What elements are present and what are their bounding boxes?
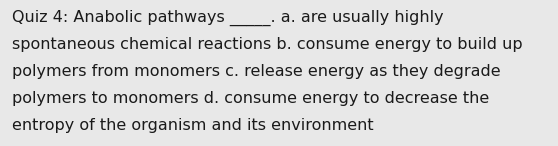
Text: entropy of the organism and its environment: entropy of the organism and its environm…	[12, 118, 374, 133]
Text: spontaneous chemical reactions b. consume energy to build up: spontaneous chemical reactions b. consum…	[12, 37, 523, 52]
Text: polymers to monomers d. consume energy to decrease the: polymers to monomers d. consume energy t…	[12, 91, 489, 106]
Text: Quiz 4: Anabolic pathways _____. a. are usually highly: Quiz 4: Anabolic pathways _____. a. are …	[12, 10, 444, 26]
Text: polymers from monomers c. release energy as they degrade: polymers from monomers c. release energy…	[12, 64, 501, 79]
